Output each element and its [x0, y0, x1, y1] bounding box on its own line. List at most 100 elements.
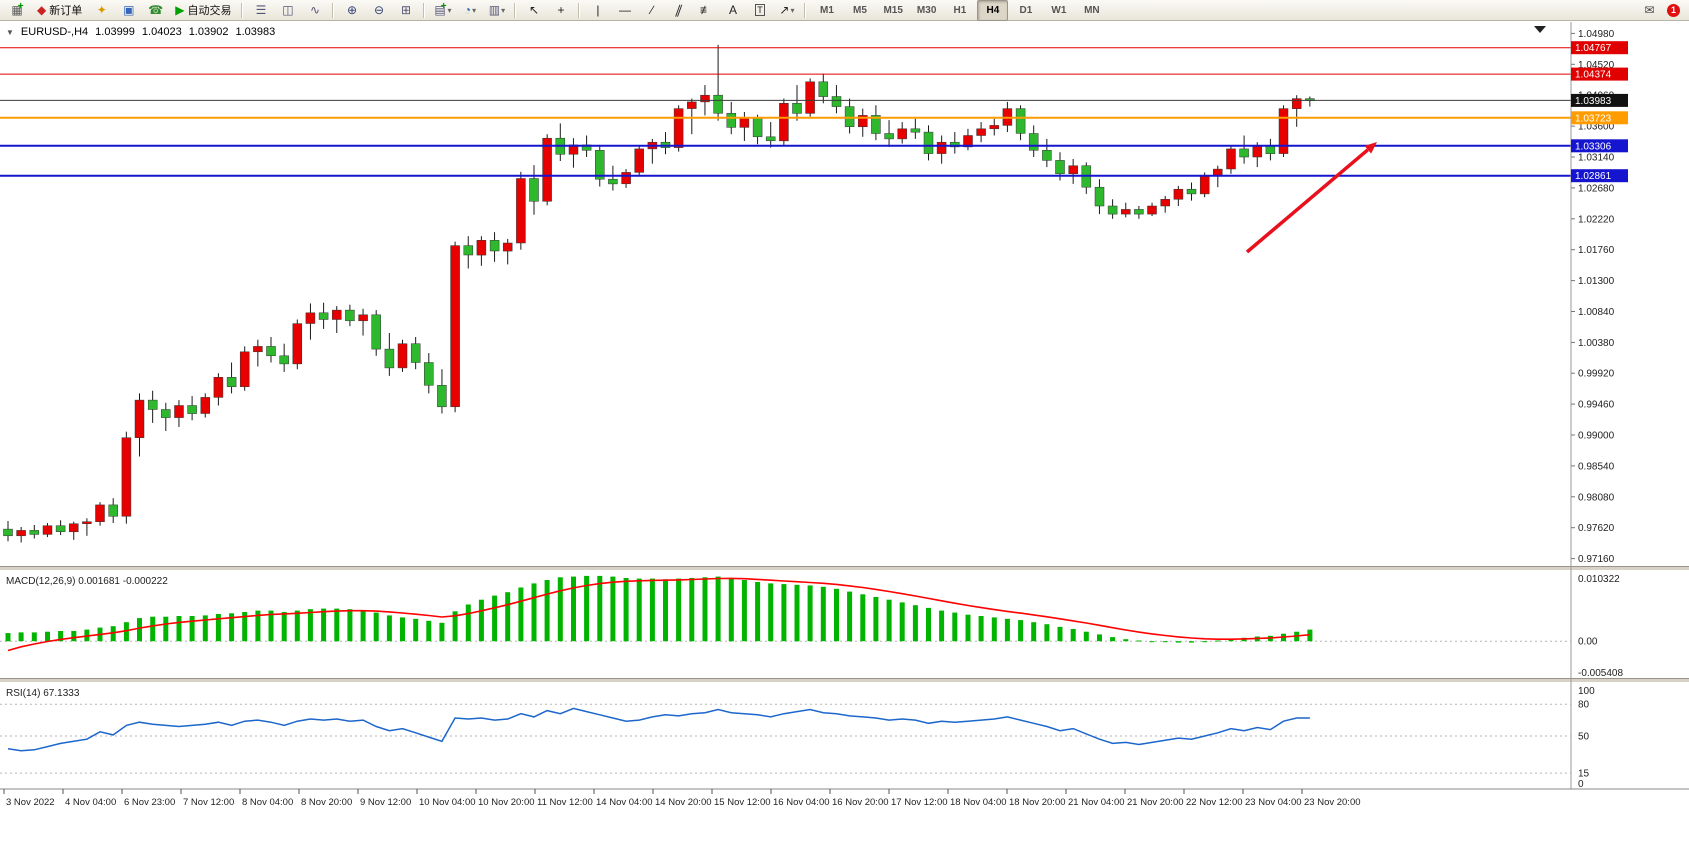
text-button[interactable]: A [720, 0, 745, 21]
label-button[interactable]: T [747, 0, 772, 21]
price-tag[interactable]: 1.03983 [1571, 93, 1628, 107]
arrows-icon: ↗ [779, 3, 790, 17]
new-order-button[interactable]: ◆ 新订单 [32, 0, 87, 21]
new-chart-button[interactable]: ▦ + [11, 1, 24, 17]
macd-bar [518, 587, 524, 642]
autotrading-button[interactable]: ▶ 自动交易 [170, 0, 236, 21]
zoom-in-button[interactable]: ⊕ [339, 0, 364, 21]
price-tag[interactable]: 1.04767 [1571, 41, 1628, 55]
time-axis[interactable]: 3 Nov 2022 4 Nov 04:00 6 Nov 23:00 7 Nov 12… [0, 788, 1689, 808]
fibonacci-button[interactable]: ≢ [693, 0, 718, 21]
macd-bar [360, 610, 366, 642]
candle [1278, 105, 1289, 157]
price-tag[interactable]: 1.02861 [1571, 169, 1628, 183]
macd-bar [1189, 641, 1194, 643]
trendline-button[interactable]: ∕ [639, 0, 664, 21]
timeframe-d1-button[interactable]: D1 [1019, 4, 1033, 16]
candle [1015, 105, 1026, 141]
macd-bar [702, 577, 708, 642]
macd-bar [820, 586, 826, 642]
timeframe-m1-button[interactable]: M1 [820, 4, 834, 16]
time-axis-label: 22 Nov 12:00 [1186, 797, 1243, 808]
main-price-pane[interactable] [0, 26, 1571, 543]
profile-icon: ▣ [123, 3, 135, 17]
pane-divider[interactable] [0, 566, 1689, 571]
price-tag[interactable]: 1.03723 [1571, 111, 1628, 125]
channel-button[interactable]: ∥ [666, 0, 691, 21]
price-tag[interactable]: 1.03306 [1571, 139, 1628, 153]
toolbar-separator [423, 2, 426, 18]
timeframe-w1-button[interactable]: W1 [1051, 4, 1067, 16]
candle [371, 310, 381, 356]
line-chart-button[interactable]: ∿ [302, 0, 327, 21]
timeframe-mn-button[interactable]: MN [1084, 4, 1100, 16]
timeframe-m5-button[interactable]: M5 [853, 4, 867, 16]
crosshair-button[interactable]: + [548, 0, 573, 21]
profile-button[interactable]: ▣ [116, 0, 141, 21]
candlestick-chart-button[interactable]: ◫ [275, 0, 300, 21]
price-tag[interactable]: 1.04374 [1571, 67, 1628, 81]
symbol-period: EURUSD-,H4 [20, 26, 89, 38]
rsi-pane[interactable]: RSI(14) 67.1333 [0, 688, 1571, 774]
templates-icon: ▥ [488, 3, 501, 17]
macd-bar [110, 626, 116, 642]
candle [1265, 138, 1276, 161]
macd-bar [347, 609, 353, 642]
macd-bar [400, 617, 405, 642]
candle [516, 171, 526, 250]
cursor-button[interactable]: ↖ [521, 0, 546, 21]
periods-button[interactable]: ◔ ▾ [457, 0, 482, 21]
notification-badge[interactable]: 1 [1667, 3, 1680, 17]
chart-canvas[interactable]: MACD(12,26,9) 0.001681 -0.000222 RSI(14) … [0, 22, 1689, 858]
arrows-button[interactable]: ↗ ▾ [774, 0, 799, 21]
script-button[interactable]: ✦ [89, 0, 114, 21]
indicators-button[interactable]: ▤ + ▾ [434, 1, 452, 17]
chevron-down-icon: ▾ [447, 5, 452, 15]
toolbar: ▦ + ◆ 新订单 ✦ ▣ ☎ ▶ 自动交易 ☰ ◫ ∿ ⊕ ⊖ ⊞ ▤ + ▾ ◔ ▾ ▥ ▾ ↖ + | — ∕ ∥ ≢ A T ↗ ▾ M1… [0, 0, 1689, 21]
svg-text:1.02861: 1.02861 [1575, 171, 1612, 182]
timeframe-m15-button[interactable]: M15 [883, 4, 903, 16]
macd-bar [137, 618, 142, 642]
macd-bar [741, 580, 747, 642]
macd-bar [794, 584, 800, 642]
chevron-down-icon[interactable]: ▼ [6, 27, 14, 37]
candles [3, 44, 1315, 543]
time-axis-label: 8 Nov 04:00 [242, 797, 293, 808]
candle [463, 236, 474, 269]
horizontal-line-button[interactable]: — [612, 0, 637, 21]
tile-windows-button[interactable]: ⊞ [393, 0, 418, 21]
templates-button[interactable]: ▥ ▾ [484, 0, 509, 21]
macd-bar [571, 576, 576, 642]
candle [1107, 199, 1118, 219]
macd-bar [531, 583, 537, 642]
pane-divider[interactable] [0, 678, 1689, 683]
candle [1305, 96, 1315, 107]
candle [55, 520, 66, 536]
candle [1121, 202, 1131, 218]
macd-label: MACD(12,26,9) 0.001681 -0.000222 [6, 576, 168, 587]
bar-chart-button[interactable]: ☰ [248, 0, 273, 21]
timeframe-m30-button[interactable]: M30 [916, 4, 937, 16]
timeframe-h4-button[interactable]: H4 [977, 0, 1009, 21]
candle [897, 122, 907, 144]
macd-bar [1162, 641, 1168, 643]
time-axis-label: 14 Nov 20:00 [655, 797, 712, 808]
support-button[interactable]: ☎ [143, 0, 168, 21]
vertical-line-button[interactable]: | [585, 0, 610, 21]
candle [1028, 125, 1039, 157]
macd-bar [847, 591, 853, 642]
macd-pane[interactable]: MACD(12,26,9) 0.001681 -0.000222 [0, 575, 1571, 652]
zoom-out-button[interactable]: ⊖ [366, 0, 391, 21]
label-icon: T [755, 4, 765, 16]
candle [621, 169, 631, 188]
timeframe-h1-button[interactable]: H1 [953, 4, 967, 16]
message-icon[interactable]: ✉ [1644, 3, 1655, 17]
trend-arrow[interactable] [1245, 148, 1369, 254]
macd-bar [991, 617, 997, 642]
candle [200, 393, 211, 418]
time-axis-label: 6 Nov 23:00 [124, 797, 175, 808]
time-axis-label: 23 Nov 20:00 [1304, 797, 1361, 808]
price-axis[interactable]: 1.049801.045201.040601.036001.031401.026… [1570, 22, 1628, 790]
trend-arrow-head [1364, 142, 1377, 154]
time-axis-label: 10 Nov 04:00 [419, 797, 476, 808]
